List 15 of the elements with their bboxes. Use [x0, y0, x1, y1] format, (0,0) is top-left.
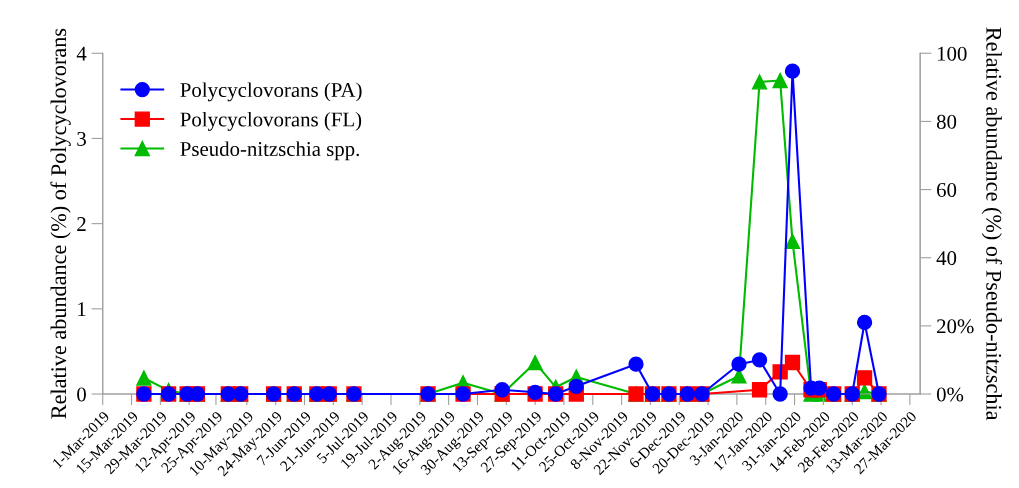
y-tick-label: 2 [77, 217, 86, 231]
legend-label: Polycyclovorans (FL) [180, 111, 362, 131]
y-tick-label: 4 [76, 46, 87, 61]
y2-tick-label: 40 [936, 251, 957, 266]
y2-tick-label: 0% [936, 387, 964, 402]
y2-tick-label: 100 [937, 46, 967, 61]
y-tick-label: 0 [77, 387, 86, 402]
legend-label: Polycyclovorans (PA) [180, 82, 362, 102]
y-tick-label: 3 [77, 131, 86, 146]
y2-tick-label: 60 [937, 182, 957, 198]
y2-axis-title: Relative abundance (%) of Pseudo-nitzschia [981, 27, 1003, 421]
y2-tick-label: 80 [936, 114, 957, 129]
legend-label: Pseudo-nitzschia spp. [180, 141, 359, 161]
y2-tick-label: 20% [937, 319, 974, 334]
y-tick-label: 1 [78, 302, 86, 317]
